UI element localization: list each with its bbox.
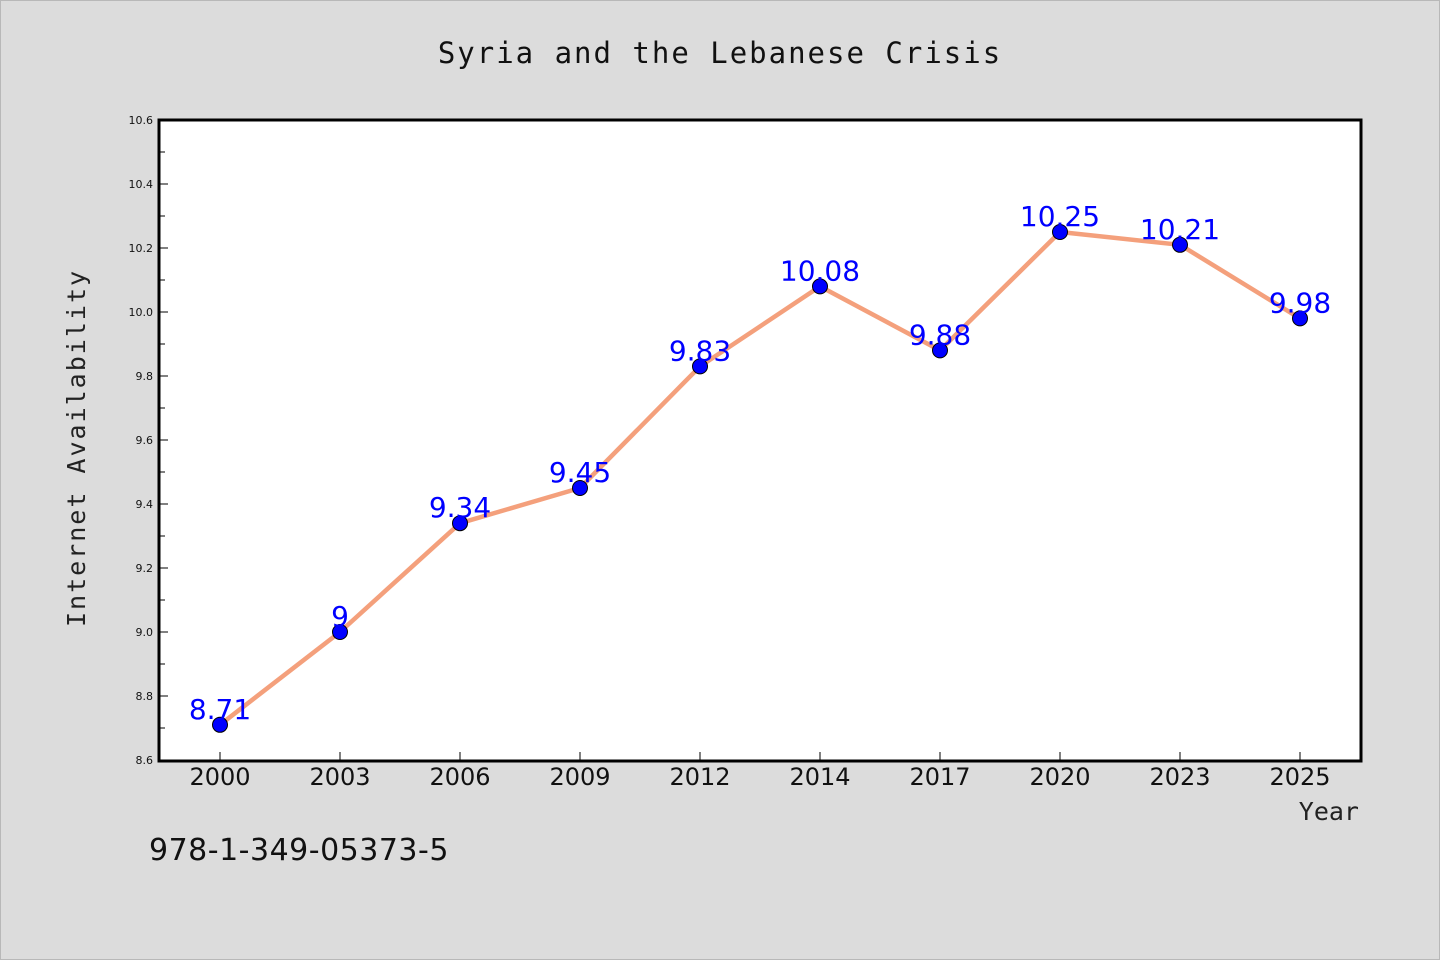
data-label: 9 (331, 600, 349, 633)
y-tick-label: 8.6 (136, 754, 154, 767)
data-point (572, 480, 588, 496)
data-label: 9.83 (669, 334, 731, 367)
y-tick-label: 9.4 (136, 498, 154, 511)
y-tick-label: 9.8 (136, 370, 154, 383)
data-label: 8.71 (189, 693, 251, 726)
data-label: 10.25 (1020, 200, 1100, 233)
x-tick-label: 2023 (1149, 763, 1210, 791)
y-tick-label: 10.0 (129, 306, 154, 319)
data-point (332, 624, 348, 640)
y-tick-label: 10.2 (129, 242, 154, 255)
data-label: 10.21 (1140, 213, 1220, 246)
data-label: 9.45 (549, 456, 611, 489)
x-tick-label: 2017 (909, 763, 970, 791)
y-axis-label: Internet Availability (62, 269, 91, 627)
data-labels: 8.71 9 9.34 9.45 9.83 10.08 9.88 10.25 10.21 9.98 (189, 200, 1331, 726)
y-tick-label: 9.0 (136, 626, 154, 639)
x-tick-label: 2003 (309, 763, 370, 791)
x-tick-label: 2006 (429, 763, 490, 791)
data-point (1292, 310, 1308, 327)
data-point (212, 716, 228, 733)
series-line (217, 229, 1303, 728)
series-markers (212, 224, 1308, 733)
data-point (452, 515, 468, 532)
x-tick-label: 2014 (789, 763, 850, 791)
x-tick-label: 2012 (669, 763, 730, 791)
data-label: 9.34 (429, 491, 491, 524)
isbn-text: 978-1-349-05373-5 (149, 833, 449, 868)
x-axis-label: Year (1299, 797, 1359, 826)
x-axis: 2000 2003 2006 2009 2012 2014 2017 2020 2023 2025 (189, 752, 1331, 791)
plot-area (157, 118, 1363, 763)
data-point (1172, 236, 1188, 253)
data-label: 9.98 (1269, 286, 1331, 319)
x-tick-label: 2009 (549, 763, 610, 791)
data-point (932, 342, 948, 359)
chart-title: Syria and the Lebanese Crisis (438, 36, 1002, 70)
y-tick-label: 8.8 (136, 690, 154, 703)
data-label: 9.88 (909, 318, 971, 351)
y-tick-label: 9.6 (136, 434, 154, 447)
data-point (812, 278, 828, 295)
x-tick-label: 2020 (1029, 763, 1090, 791)
data-point (692, 358, 708, 375)
x-tick-label: 2000 (189, 763, 250, 791)
y-tick-label: 10.4 (129, 178, 154, 191)
y-tick-label: 10.6 (129, 114, 154, 127)
x-tick-label: 2025 (1269, 763, 1330, 791)
y-axis: 8.6 8.8 9.0 9.2 9.4 9.6 9.8 10.0 10.2 10.4 10.6 (129, 114, 168, 767)
data-label: 10.08 (780, 254, 860, 287)
data-point (1052, 224, 1068, 240)
y-tick-label: 9.2 (136, 562, 154, 575)
